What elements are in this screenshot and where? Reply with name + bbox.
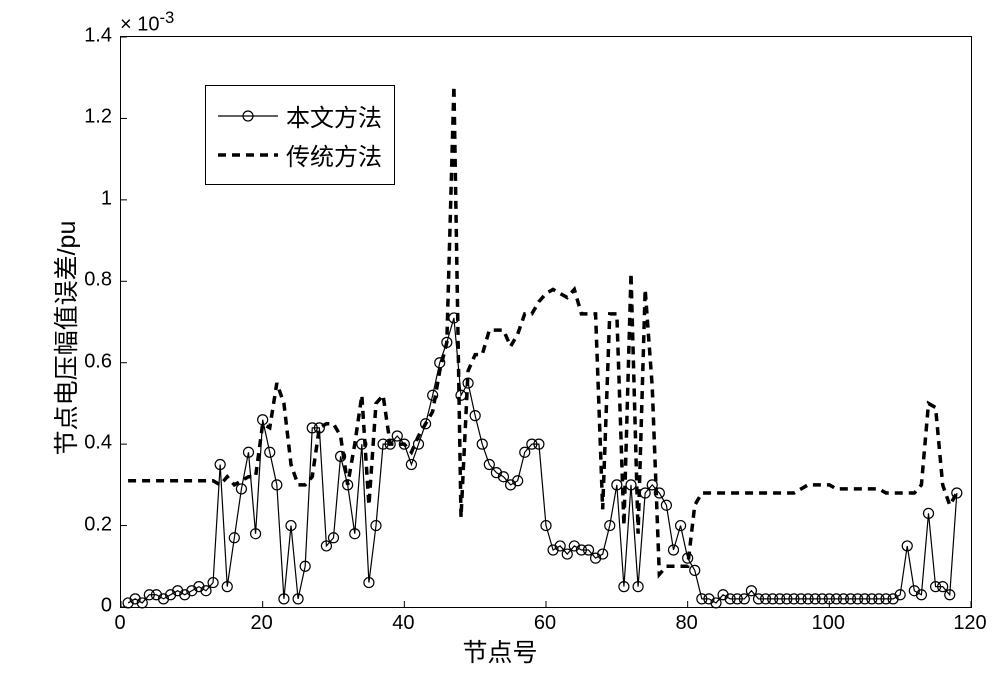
y-tick-label: 0 [80, 595, 112, 618]
y-tick-label: 1.2 [80, 106, 112, 129]
x-tick-label: 0 [114, 612, 125, 635]
x-tick-label: 20 [251, 612, 273, 635]
y-exponent-sup: -3 [159, 8, 174, 27]
y-exponent: × 10-3 [120, 8, 174, 37]
y-tick-label: 0.4 [80, 432, 112, 455]
x-tick-label: 120 [953, 612, 986, 635]
x-tick-label: 40 [392, 612, 414, 635]
legend-item-1: 本文方法 [218, 98, 382, 133]
x-tick-label: 100 [812, 612, 845, 635]
chart-container: × 10-3 节点号 节点电压幅值误差/pu 0 20 40 60 80 100 120 0… [0, 0, 1000, 679]
y-tick-label: 0.2 [80, 513, 112, 536]
y-tick-label: 0.6 [80, 350, 112, 373]
legend-item-2: 传统方法 [218, 137, 382, 172]
legend-swatch-2 [218, 143, 278, 167]
y-tick-label: 0.8 [80, 269, 112, 292]
x-axis-label: 节点号 [462, 633, 537, 669]
y-tick-label: 1 [80, 187, 112, 210]
x-tick-label: 60 [534, 612, 556, 635]
x-tick-label: 80 [676, 612, 698, 635]
legend-label-2: 传统方法 [286, 137, 382, 172]
legend: 本文方法 传统方法 [205, 85, 395, 185]
y-exponent-base: × 10 [120, 14, 159, 36]
legend-label-1: 本文方法 [286, 98, 382, 133]
legend-swatch-1 [218, 104, 278, 128]
y-tick-label: 1.4 [80, 25, 112, 48]
y-axis-label: 节点电压幅值误差/pu [47, 213, 83, 463]
